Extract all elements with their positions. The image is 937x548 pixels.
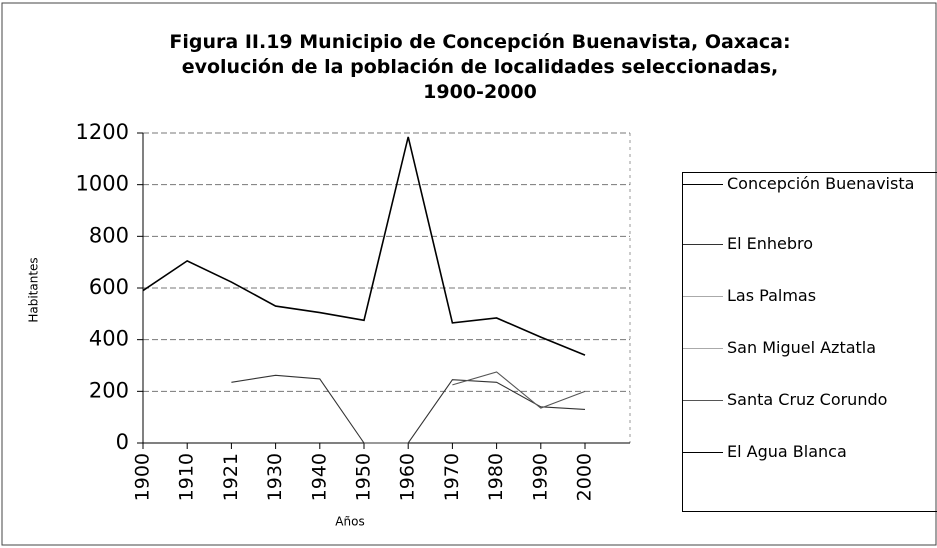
x-tick-label: 1900 [132,453,154,501]
x-tick-label: 1910 [176,453,198,501]
x-tick-label: 1940 [308,453,330,501]
legend: Concepción Buenavista El Enhebro Las Palma… [682,172,937,512]
y-tick-label: 800 [89,223,129,247]
legend-item: El Agua Blanca [683,441,937,463]
legend-item: El Enhebro [683,233,937,255]
x-tick-label: 1950 [353,453,375,501]
legend-item: Concepción Buenavista [683,173,937,195]
y-tick-label: 1000 [76,172,129,196]
series-line [142,136,586,356]
x-tick-label: 2000 [574,453,596,501]
x-tick-label: 1960 [397,453,419,501]
x-tick-label: 1980 [485,453,507,501]
legend-item: Las Palmas [683,285,937,307]
legend-swatch [683,452,723,453]
legend-label: El Enhebro [727,234,814,253]
x-tick-label: 1921 [220,453,242,501]
legend-label: Concepción Buenavista [727,174,915,193]
chart-title: Figura II.19 Municipio de Concepción Bue… [169,31,791,103]
legend-item: San Miguel Aztatla [683,337,937,359]
y-tick-label: 600 [89,275,129,299]
y-tick-label: 1200 [76,120,129,144]
x-tick-label: 1930 [264,453,286,501]
y-tick-label: 0 [116,430,129,454]
y-tick-label: 200 [89,378,129,402]
series-line [231,374,586,444]
series-line [452,371,586,409]
y-axis-label: Habitantes [27,257,41,322]
legend-swatch [683,400,723,401]
y-tick-label: 400 [89,327,129,351]
legend-swatch [683,244,723,245]
legend-label: San Miguel Aztatla [727,338,877,357]
legend-swatch [683,296,723,297]
x-tick-label: 1990 [529,453,551,501]
x-tick-label: 1970 [441,453,463,501]
x-axis-label: Años [335,515,364,529]
legend-label: Santa Cruz Corundo [727,390,888,409]
legend-swatch [683,184,723,185]
legend-label: Las Palmas [727,286,817,305]
legend-label: El Agua Blanca [727,442,847,461]
legend-item: Santa Cruz Corundo [683,389,937,411]
legend-swatch [683,348,723,349]
